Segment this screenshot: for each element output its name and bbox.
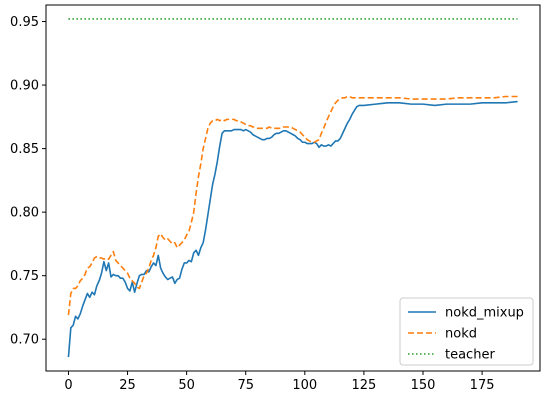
x-tick-label: 0 [64,378,72,393]
x-tick-label: 150 [411,378,436,393]
y-tick-label: 0.70 [10,333,39,348]
x-tick-label: 25 [119,378,136,393]
y-tick-label: 0.95 [10,15,39,30]
legend-label-nokd-mixup: nokd_mixup [445,306,524,321]
x-tick-label: 175 [470,378,495,393]
y-axis: 0.70 0.75 0.80 0.85 0.90 0.95 [10,15,46,348]
x-tick-label: 50 [178,378,195,393]
y-tick-label: 0.90 [10,79,39,94]
legend-box [399,297,534,366]
legend-label-teacher: teacher [445,348,495,363]
y-tick-label: 0.75 [10,269,39,284]
x-axis: 0 25 50 75 100 125 150 175 [64,371,495,393]
series-lines [67,18,518,358]
series-line-nokd [67,95,518,316]
y-tick-label: 0.80 [10,206,39,221]
x-tick-label: 125 [351,378,376,393]
y-tick-label: 0.85 [10,142,39,157]
series-line-nokd-mixup [67,100,518,358]
axes-frame [45,4,541,372]
legend-label-nokd: nokd [445,327,477,342]
x-tick-label: 75 [237,378,254,393]
x-tick-label: 100 [292,378,317,393]
